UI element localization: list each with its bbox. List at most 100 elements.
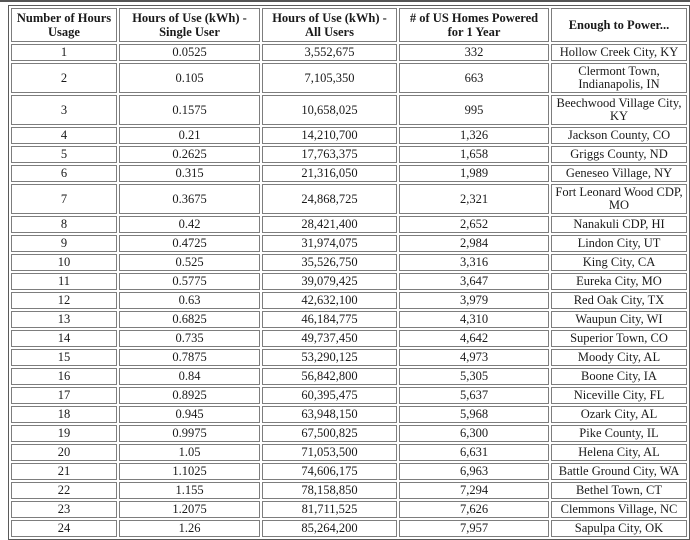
table-row: 17 0.8925 60,395,475 5,637 Niceville City, F…	[11, 387, 687, 404]
table-header: Number of Hours Usage Hours of Use (kWh) …	[11, 8, 687, 42]
table-row: 4 0.21 14,210,700 1,326 Jackson County, CO	[11, 127, 687, 144]
cell-hours-usage: 20	[11, 444, 117, 461]
cell-hours-usage: 15	[11, 349, 117, 366]
cell-kwh-all-users: 17,763,375	[262, 146, 397, 163]
cell-hours-usage: 17	[11, 387, 117, 404]
cell-kwh-all-users: 10,658,025	[262, 95, 397, 125]
cell-kwh-all-users: 60,395,475	[262, 387, 397, 404]
cell-kwh-all-users: 3,552,675	[262, 44, 397, 61]
cell-kwh-all-users: 78,158,850	[262, 482, 397, 499]
cell-homes-powered: 7,626	[399, 501, 549, 518]
cell-kwh-all-users: 67,500,825	[262, 425, 397, 442]
cell-hours-usage: 3	[11, 95, 117, 125]
cell-kwh-all-users: 42,632,100	[262, 292, 397, 309]
cell-enough-to-power: Superior Town, CO	[551, 330, 687, 347]
cell-hours-usage: 11	[11, 273, 117, 290]
cell-enough-to-power: Nanakuli CDP, HI	[551, 216, 687, 233]
cell-kwh-single-user: 0.6825	[119, 311, 260, 328]
cell-kwh-single-user: 0.0525	[119, 44, 260, 61]
cell-enough-to-power: Helena City, AL	[551, 444, 687, 461]
cell-kwh-single-user: 1.2075	[119, 501, 260, 518]
table-row: 14 0.735 49,737,450 4,642 Superior Town, CO	[11, 330, 687, 347]
cell-kwh-single-user: 0.8925	[119, 387, 260, 404]
cell-enough-to-power: Waupun City, WI	[551, 311, 687, 328]
cell-hours-usage: 21	[11, 463, 117, 480]
cell-kwh-all-users: 24,868,725	[262, 184, 397, 214]
column-header-hours-usage: Number of Hours Usage	[11, 8, 117, 42]
table-row: 7 0.3675 24,868,725 2,321 Fort Leonard Wood …	[11, 184, 687, 214]
cell-homes-powered: 4,310	[399, 311, 549, 328]
table-row: 10 0.525 35,526,750 3,316 King City, CA	[11, 254, 687, 271]
cell-enough-to-power: Clemmons Village, NC	[551, 501, 687, 518]
cell-homes-powered: 3,316	[399, 254, 549, 271]
cell-enough-to-power: Red Oak City, TX	[551, 292, 687, 309]
cell-hours-usage: 12	[11, 292, 117, 309]
cell-kwh-all-users: 28,421,400	[262, 216, 397, 233]
cell-homes-powered: 2,321	[399, 184, 549, 214]
cell-enough-to-power: Geneseo Village, NY	[551, 165, 687, 182]
cell-kwh-all-users: 85,264,200	[262, 520, 397, 537]
cell-homes-powered: 7,957	[399, 520, 549, 537]
table-header-row: Number of Hours Usage Hours of Use (kWh) …	[11, 8, 687, 42]
cell-enough-to-power: Battle Ground City, WA	[551, 463, 687, 480]
cell-kwh-single-user: 0.525	[119, 254, 260, 271]
cell-homes-powered: 3,979	[399, 292, 549, 309]
cell-hours-usage: 5	[11, 146, 117, 163]
cell-kwh-all-users: 7,105,350	[262, 63, 397, 93]
column-header-enough-to-power: Enough to Power...	[551, 8, 687, 42]
cell-homes-powered: 6,631	[399, 444, 549, 461]
cell-enough-to-power: Fort Leonard Wood CDP, MO	[551, 184, 687, 214]
table-row: 15 0.7875 53,290,125 4,973 Moody City, AL	[11, 349, 687, 366]
table-row: 18 0.945 63,948,150 5,968 Ozark City, AL	[11, 406, 687, 423]
cell-kwh-single-user: 0.5775	[119, 273, 260, 290]
cell-homes-powered: 2,984	[399, 235, 549, 252]
hours-usage-table: Number of Hours Usage Hours of Use (kWh) …	[8, 5, 690, 540]
cell-kwh-single-user: 1.05	[119, 444, 260, 461]
cell-kwh-single-user: 1.155	[119, 482, 260, 499]
cell-kwh-single-user: 0.105	[119, 63, 260, 93]
column-header-kwh-single-user: Hours of Use (kWh) - Single User	[119, 8, 260, 42]
cell-enough-to-power: Sapulpa City, OK	[551, 520, 687, 537]
cell-homes-powered: 6,963	[399, 463, 549, 480]
cell-kwh-single-user: 0.945	[119, 406, 260, 423]
cell-enough-to-power: Eureka City, MO	[551, 273, 687, 290]
cell-hours-usage: 6	[11, 165, 117, 182]
cell-kwh-single-user: 0.9975	[119, 425, 260, 442]
cell-homes-powered: 995	[399, 95, 549, 125]
cell-kwh-single-user: 1.1025	[119, 463, 260, 480]
table-row: 16 0.84 56,842,800 5,305 Boone City, IA	[11, 368, 687, 385]
cell-homes-powered: 1,658	[399, 146, 549, 163]
cell-homes-powered: 663	[399, 63, 549, 93]
cell-hours-usage: 2	[11, 63, 117, 93]
cell-enough-to-power: Clermont Town, Indianapolis, IN	[551, 63, 687, 93]
cell-kwh-single-user: 0.84	[119, 368, 260, 385]
table-row: 20 1.05 71,053,500 6,631 Helena City, AL	[11, 444, 687, 461]
cell-hours-usage: 19	[11, 425, 117, 442]
table-row: 19 0.9975 67,500,825 6,300 Pike County, IL	[11, 425, 687, 442]
cell-kwh-single-user: 0.21	[119, 127, 260, 144]
cell-enough-to-power: Moody City, AL	[551, 349, 687, 366]
cell-homes-powered: 7,294	[399, 482, 549, 499]
cell-kwh-single-user: 0.7875	[119, 349, 260, 366]
cell-kwh-all-users: 56,842,800	[262, 368, 397, 385]
cell-homes-powered: 5,637	[399, 387, 549, 404]
cell-homes-powered: 6,300	[399, 425, 549, 442]
cell-kwh-single-user: 1.26	[119, 520, 260, 537]
cell-kwh-all-users: 31,974,075	[262, 235, 397, 252]
table-row: 11 0.5775 39,079,425 3,647 Eureka City, MO	[11, 273, 687, 290]
cell-hours-usage: 24	[11, 520, 117, 537]
cell-hours-usage: 16	[11, 368, 117, 385]
cell-hours-usage: 14	[11, 330, 117, 347]
cell-hours-usage: 7	[11, 184, 117, 214]
cell-homes-powered: 1,326	[399, 127, 549, 144]
cell-kwh-all-users: 35,526,750	[262, 254, 397, 271]
top-edge-line	[0, 0, 690, 2]
table-row: 12 0.63 42,632,100 3,979 Red Oak City, TX	[11, 292, 687, 309]
cell-enough-to-power: Pike County, IL	[551, 425, 687, 442]
cell-enough-to-power: Jackson County, CO	[551, 127, 687, 144]
column-header-homes-powered: # of US Homes Powered for 1 Year	[399, 8, 549, 42]
cell-hours-usage: 22	[11, 482, 117, 499]
cell-enough-to-power: King City, CA	[551, 254, 687, 271]
cell-enough-to-power: Beechwood Village City, KY	[551, 95, 687, 125]
table-row: 6 0.315 21,316,050 1,989 Geneseo Village, NY	[11, 165, 687, 182]
